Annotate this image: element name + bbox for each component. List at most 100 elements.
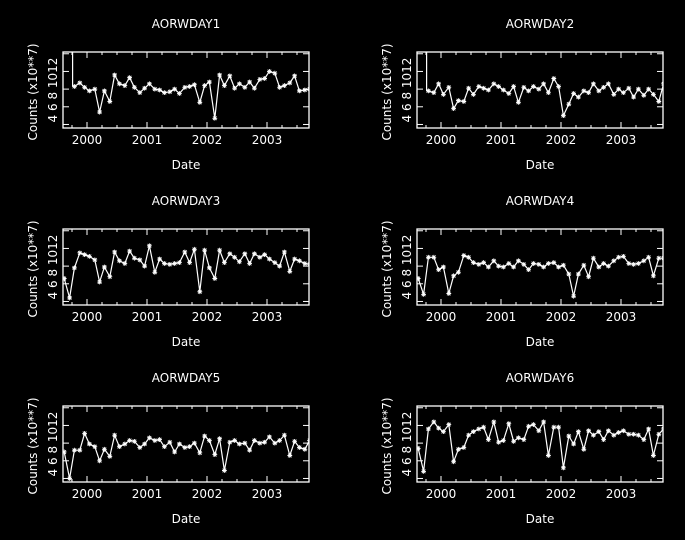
data-point	[566, 433, 572, 439]
data-point	[551, 76, 557, 81]
data-point	[302, 261, 308, 266]
data-point	[596, 429, 602, 435]
data-point	[596, 88, 602, 94]
data-point	[621, 90, 626, 96]
data-point	[167, 439, 173, 445]
data-point	[122, 261, 128, 266]
data-point	[77, 80, 83, 86]
data-point	[441, 92, 446, 97]
data-point	[636, 86, 641, 92]
data-point	[441, 429, 446, 435]
data-point	[536, 428, 542, 434]
data-point	[197, 99, 203, 105]
data-point	[486, 437, 491, 442]
data-point	[172, 449, 177, 455]
data-point	[292, 438, 297, 444]
data-point	[501, 438, 506, 443]
data-point	[77, 447, 83, 453]
data-point	[521, 437, 527, 442]
x-tick-label: 2001	[132, 133, 163, 147]
data-point	[546, 90, 551, 96]
data-point	[222, 83, 227, 88]
data-point	[561, 262, 566, 268]
data-point	[611, 432, 617, 438]
data-group	[63, 430, 309, 481]
data-point	[212, 276, 218, 281]
data-point	[197, 450, 203, 456]
data-point	[601, 437, 606, 442]
data-point	[541, 81, 546, 87]
x-tick-label: 2002	[192, 310, 223, 324]
data-point	[471, 92, 476, 97]
data-point	[596, 264, 602, 270]
data-point	[127, 248, 132, 254]
data-point	[441, 264, 446, 270]
data-point	[421, 291, 426, 297]
data-point	[177, 260, 182, 265]
data-point	[631, 94, 636, 100]
data-point	[417, 446, 421, 451]
data-point	[446, 291, 452, 296]
data-point	[651, 273, 656, 279]
data-point	[282, 432, 287, 438]
x-tick-label: 2001	[132, 487, 163, 501]
data-point	[87, 253, 92, 259]
x-tick-label: 2000	[426, 487, 457, 501]
data-point	[122, 83, 128, 88]
data-point	[491, 419, 497, 425]
data-point	[227, 439, 233, 445]
data-point	[486, 87, 491, 93]
plot-frame	[62, 405, 310, 483]
chart-panel-6: AORWDAY6 2000 2001 2002 2003 4 6 8 1012 Counts…	[380, 371, 664, 526]
data-point	[277, 263, 282, 269]
data-point	[646, 426, 651, 432]
data-point	[541, 264, 546, 270]
x-tick-label: 2003	[606, 133, 637, 147]
data-point	[152, 269, 158, 275]
data-point	[142, 441, 147, 447]
data-point	[107, 99, 113, 104]
data-point	[252, 85, 257, 91]
data-point	[297, 258, 302, 264]
data-point	[601, 84, 606, 90]
data-point	[277, 84, 282, 90]
data-point	[187, 260, 192, 265]
data-point	[581, 88, 587, 94]
chart-title: AORWDAY3	[152, 194, 220, 208]
data-point	[506, 91, 512, 96]
data-point	[541, 419, 546, 425]
data-point	[521, 261, 527, 267]
data-point	[576, 271, 581, 277]
data-point	[431, 90, 437, 96]
data-point	[476, 261, 482, 267]
data-point	[641, 258, 647, 264]
data-point	[117, 81, 122, 87]
data-point	[82, 252, 87, 258]
data-point	[107, 274, 113, 280]
data-point	[481, 260, 486, 265]
data-point	[566, 101, 572, 107]
chart-title: AORWDAY1	[152, 17, 220, 31]
data-point	[282, 83, 287, 88]
data-group	[417, 419, 663, 474]
data-point	[461, 445, 467, 450]
data-point	[526, 423, 531, 429]
data-point	[436, 425, 441, 431]
data-point	[486, 264, 491, 270]
data-point	[481, 424, 486, 430]
y-axis-label: Counts (x10**7)	[26, 397, 40, 494]
data-point	[202, 433, 207, 439]
data-point	[87, 441, 92, 447]
data-point	[436, 81, 441, 87]
y-axis-label: Counts (x10**7)	[26, 220, 40, 317]
data-point	[167, 261, 173, 267]
data-point	[302, 446, 308, 452]
plot-frame	[416, 228, 664, 306]
chart-panel-4: AORWDAY4 2000 2001 2002 2003 4 6 8 1012 Counts…	[380, 194, 664, 349]
data-point	[591, 432, 596, 438]
data-point	[182, 445, 188, 450]
data-point	[426, 426, 431, 432]
data-group	[71, 52, 309, 121]
y-axis-label: Counts (x10**7)	[380, 43, 394, 140]
